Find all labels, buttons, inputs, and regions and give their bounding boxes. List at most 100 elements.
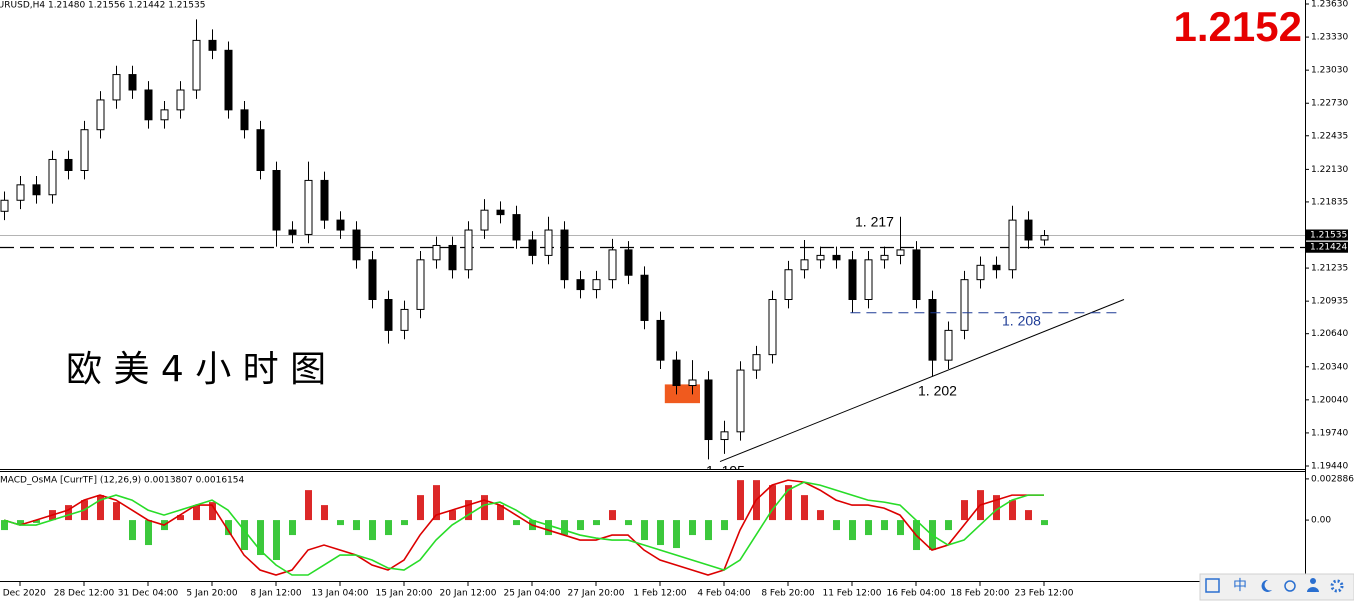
- histogram-bar: [705, 520, 712, 541]
- y-tick-label: 1.21835: [1311, 197, 1348, 207]
- candle-body: [960, 279, 969, 331]
- annotation: 1. 217: [855, 214, 894, 230]
- x-tick-label: 25 Jan 04:00: [504, 589, 561, 599]
- candle-body: [1008, 219, 1017, 271]
- candle-body: [544, 229, 553, 256]
- candle-body: [400, 308, 409, 331]
- histogram-bar: [721, 520, 728, 531]
- candle-body: [608, 249, 617, 281]
- macd-line: [3, 479, 1044, 576]
- candle-body: [528, 239, 537, 256]
- histogram-bar: [177, 515, 184, 521]
- macd-panel: [1, 479, 1048, 576]
- y-tick-label: 1.22435: [1311, 131, 1348, 141]
- histogram-bar: [577, 520, 584, 531]
- histogram-bar: [401, 520, 408, 526]
- histogram-bar: [209, 502, 216, 521]
- caption: 欧 美 4 小 时 图: [66, 349, 326, 390]
- y-tick-label: 1.20640: [1311, 329, 1348, 339]
- toolbar-icon[interactable]: [1310, 578, 1316, 584]
- candle-body: [256, 129, 265, 171]
- histogram-bar: [1, 520, 8, 531]
- x-tick-label: 27 Jan 20:00: [568, 589, 625, 599]
- toolbar-icon[interactable]: [1261, 579, 1272, 592]
- candle-body: [736, 369, 745, 433]
- candle-body: [944, 329, 953, 361]
- candle-body: [48, 158, 57, 196]
- histogram-bar: [641, 520, 648, 541]
- toolbar-icon[interactable]: [1330, 579, 1344, 593]
- toolbar-icon[interactable]: [1205, 578, 1220, 593]
- y-tick-label: 1.23030: [1311, 66, 1348, 76]
- candle-body: [112, 74, 121, 101]
- histogram-bar: [769, 485, 776, 521]
- histogram-bar: [833, 520, 840, 531]
- histogram-bar: [369, 520, 376, 541]
- toolbar-icon[interactable]: [1307, 587, 1319, 592]
- histogram-bar: [865, 520, 872, 536]
- histogram-bar: [881, 520, 888, 531]
- candle-body: [144, 89, 153, 121]
- y-tick-label: 1.20040: [1311, 395, 1348, 405]
- candle-body: [560, 229, 569, 281]
- candle-body: [576, 279, 585, 291]
- candle-body: [416, 259, 425, 310]
- toolbar-icon[interactable]: [1284, 580, 1296, 592]
- histogram-bar: [593, 520, 600, 526]
- candle-body: [880, 254, 889, 261]
- candle-body: [928, 299, 937, 361]
- current-price: 1.2152: [1174, 3, 1302, 50]
- x-tick-label: 2 Dec 2020: [0, 589, 46, 599]
- candle-body: [0, 199, 9, 212]
- x-tick-label: 15 Jan 20:00: [376, 589, 433, 599]
- candle-body: [336, 219, 345, 231]
- annotation: 1. 202: [918, 383, 957, 399]
- candle-body: [272, 169, 281, 231]
- histogram-bar: [801, 495, 808, 521]
- histogram-bar: [97, 495, 104, 521]
- histogram-bar: [897, 520, 904, 536]
- candle-body: [288, 229, 297, 235]
- histogram-bar: [321, 505, 328, 521]
- candle-body: [176, 89, 185, 111]
- toolbar-lang[interactable]: 中: [1233, 578, 1247, 594]
- candle-body: [720, 431, 729, 441]
- candle-body: [672, 359, 681, 387]
- histogram-bar: [817, 510, 824, 521]
- histogram-bar: [385, 520, 392, 536]
- candle-body: [192, 39, 201, 91]
- candle-body: [752, 354, 761, 371]
- histogram-bar: [609, 510, 616, 521]
- histogram-bar: [241, 520, 248, 551]
- candle-body: [848, 259, 857, 301]
- toolbar: 中: [1199, 573, 1354, 601]
- candle-body: [592, 279, 601, 291]
- candle-body: [656, 319, 665, 361]
- x-tick-label: 4 Feb 04:00: [697, 589, 751, 599]
- histogram-bar: [17, 520, 24, 526]
- price-tag-label: 1.21424: [1310, 243, 1347, 253]
- y-tick-label: 1.19740: [1311, 428, 1348, 438]
- candle-body: [512, 214, 521, 241]
- y-tick-label: 1.21235: [1311, 264, 1348, 274]
- candle-body: [976, 264, 985, 281]
- candle-body: [16, 184, 25, 201]
- histogram-bar: [785, 485, 792, 521]
- candle-body: [224, 49, 233, 111]
- trend-line: [719, 299, 1125, 463]
- candle-body: [368, 259, 377, 301]
- histogram-bar: [353, 520, 360, 531]
- histogram-bar: [945, 520, 952, 531]
- candle-body: [128, 74, 137, 91]
- candle-body: [640, 274, 649, 321]
- x-tick-label: 16 Feb 04:00: [886, 589, 945, 599]
- x-tick-label: 8 Jan 12:00: [250, 589, 302, 599]
- y-tick-label: 1.19440: [1311, 462, 1348, 472]
- histogram-bar: [289, 520, 296, 536]
- histogram-bar: [993, 495, 1000, 521]
- y-tick-label: 1.22130: [1311, 165, 1348, 175]
- y-tick-label: 1.20340: [1311, 362, 1348, 372]
- x-tick-label: 20 Jan 12:00: [440, 589, 497, 599]
- header: EURUSD,H4 1.21480 1.21556 1.21442 1.2153…: [0, 1, 205, 11]
- candle-body: [768, 299, 777, 356]
